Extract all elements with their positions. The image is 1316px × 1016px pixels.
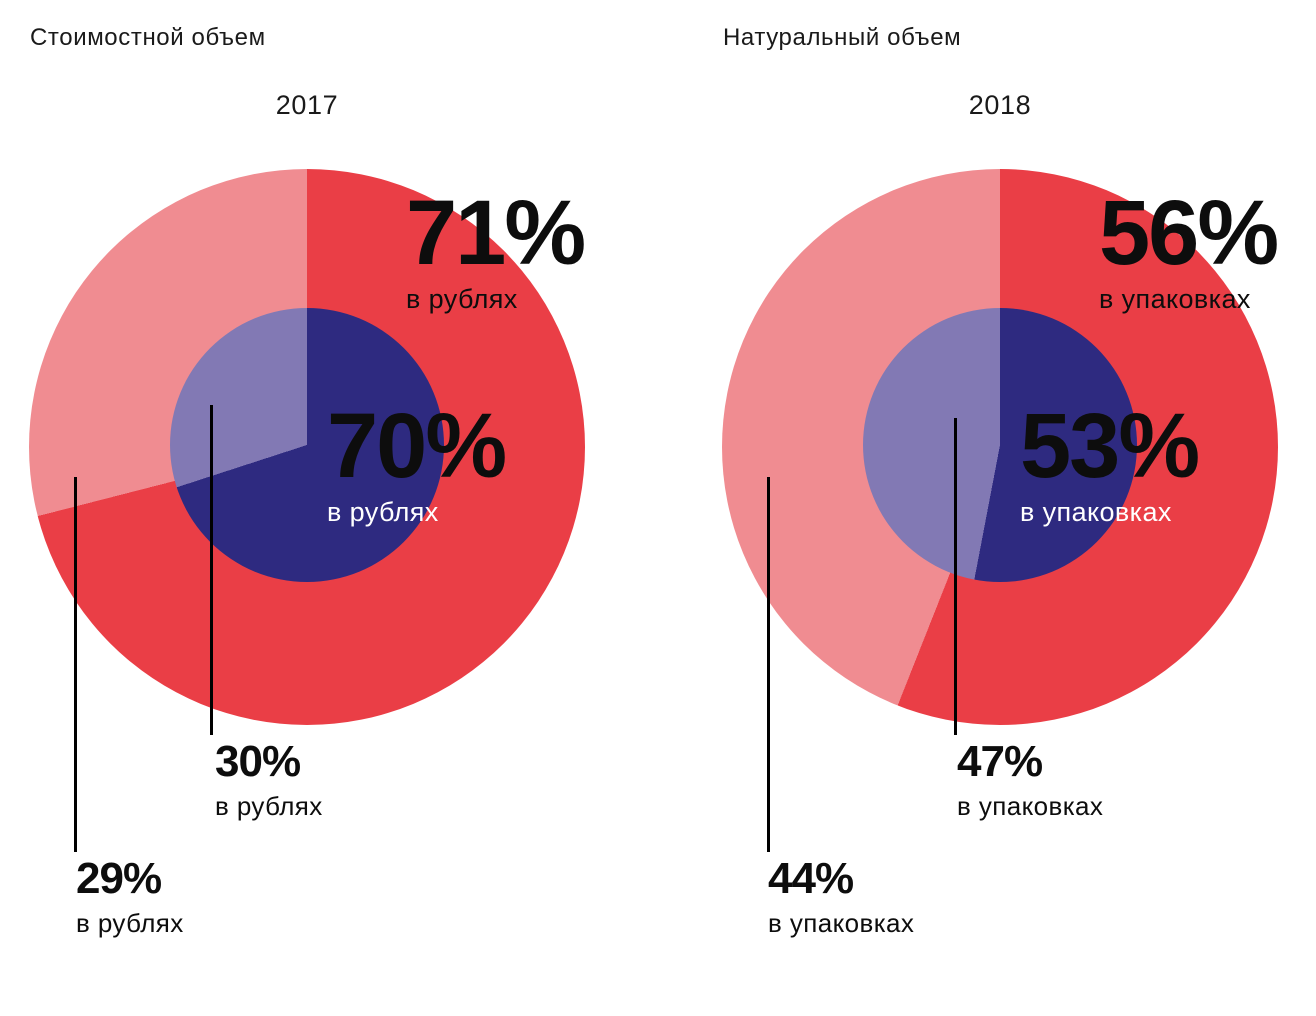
label-outer-secondary: 29% в рублях — [76, 854, 184, 938]
chart-title: Стоимостной объем — [30, 24, 266, 51]
outer-main-value: 56% — [1099, 182, 1279, 284]
label-inner-main: 53% в упаковках — [1020, 395, 1200, 527]
callout-line-outer-secondary — [74, 477, 77, 852]
chart-natural-volume: Натуральный объем 2018 56% в упаковках 5… — [693, 0, 1316, 1016]
inner-main-unit: в рублях — [327, 497, 439, 527]
inner-pie — [170, 308, 444, 582]
chart-year-label: 2017 — [275, 90, 339, 120]
callout-line-inner-secondary — [210, 405, 213, 735]
callout-line-outer-secondary — [767, 477, 770, 852]
outer-main-value: 71% — [406, 182, 586, 284]
chart-title: Натуральный объем — [723, 24, 962, 51]
inner-secondary-value: 30% — [215, 737, 301, 786]
inner-secondary-value: 47% — [957, 737, 1043, 786]
outer-secondary-unit: в упаковках — [768, 908, 915, 938]
inner-main-value: 53% — [1020, 395, 1200, 497]
inner-secondary-unit: в рублях — [215, 791, 323, 821]
outer-secondary-value: 44% — [768, 854, 854, 903]
chart-year-label: 2018 — [968, 90, 1032, 120]
chart-value-volume: Стоимостной объем 2017 71% в рублях 70% … — [29, 24, 586, 938]
label-inner-secondary: 47% в упаковках — [957, 737, 1104, 821]
inner-secondary-unit: в упаковках — [957, 791, 1104, 821]
label-outer-secondary: 44% в упаковках — [768, 854, 915, 938]
label-inner-secondary: 30% в рублях — [215, 737, 323, 821]
label-inner-main: 70% в рублях — [327, 395, 507, 527]
inner-main-value: 70% — [327, 395, 507, 497]
label-outer-main: 71% в рублях — [406, 182, 586, 314]
label-outer-main: 56% в упаковках — [1099, 182, 1279, 314]
outer-main-unit: в рублях — [406, 284, 518, 314]
outer-secondary-value: 29% — [76, 854, 162, 903]
inner-main-unit: в упаковках — [1020, 497, 1172, 527]
outer-secondary-unit: в рублях — [76, 908, 184, 938]
outer-main-unit: в упаковках — [1099, 284, 1251, 314]
callout-line-inner-secondary — [954, 418, 957, 735]
inner-pie — [863, 308, 1137, 582]
